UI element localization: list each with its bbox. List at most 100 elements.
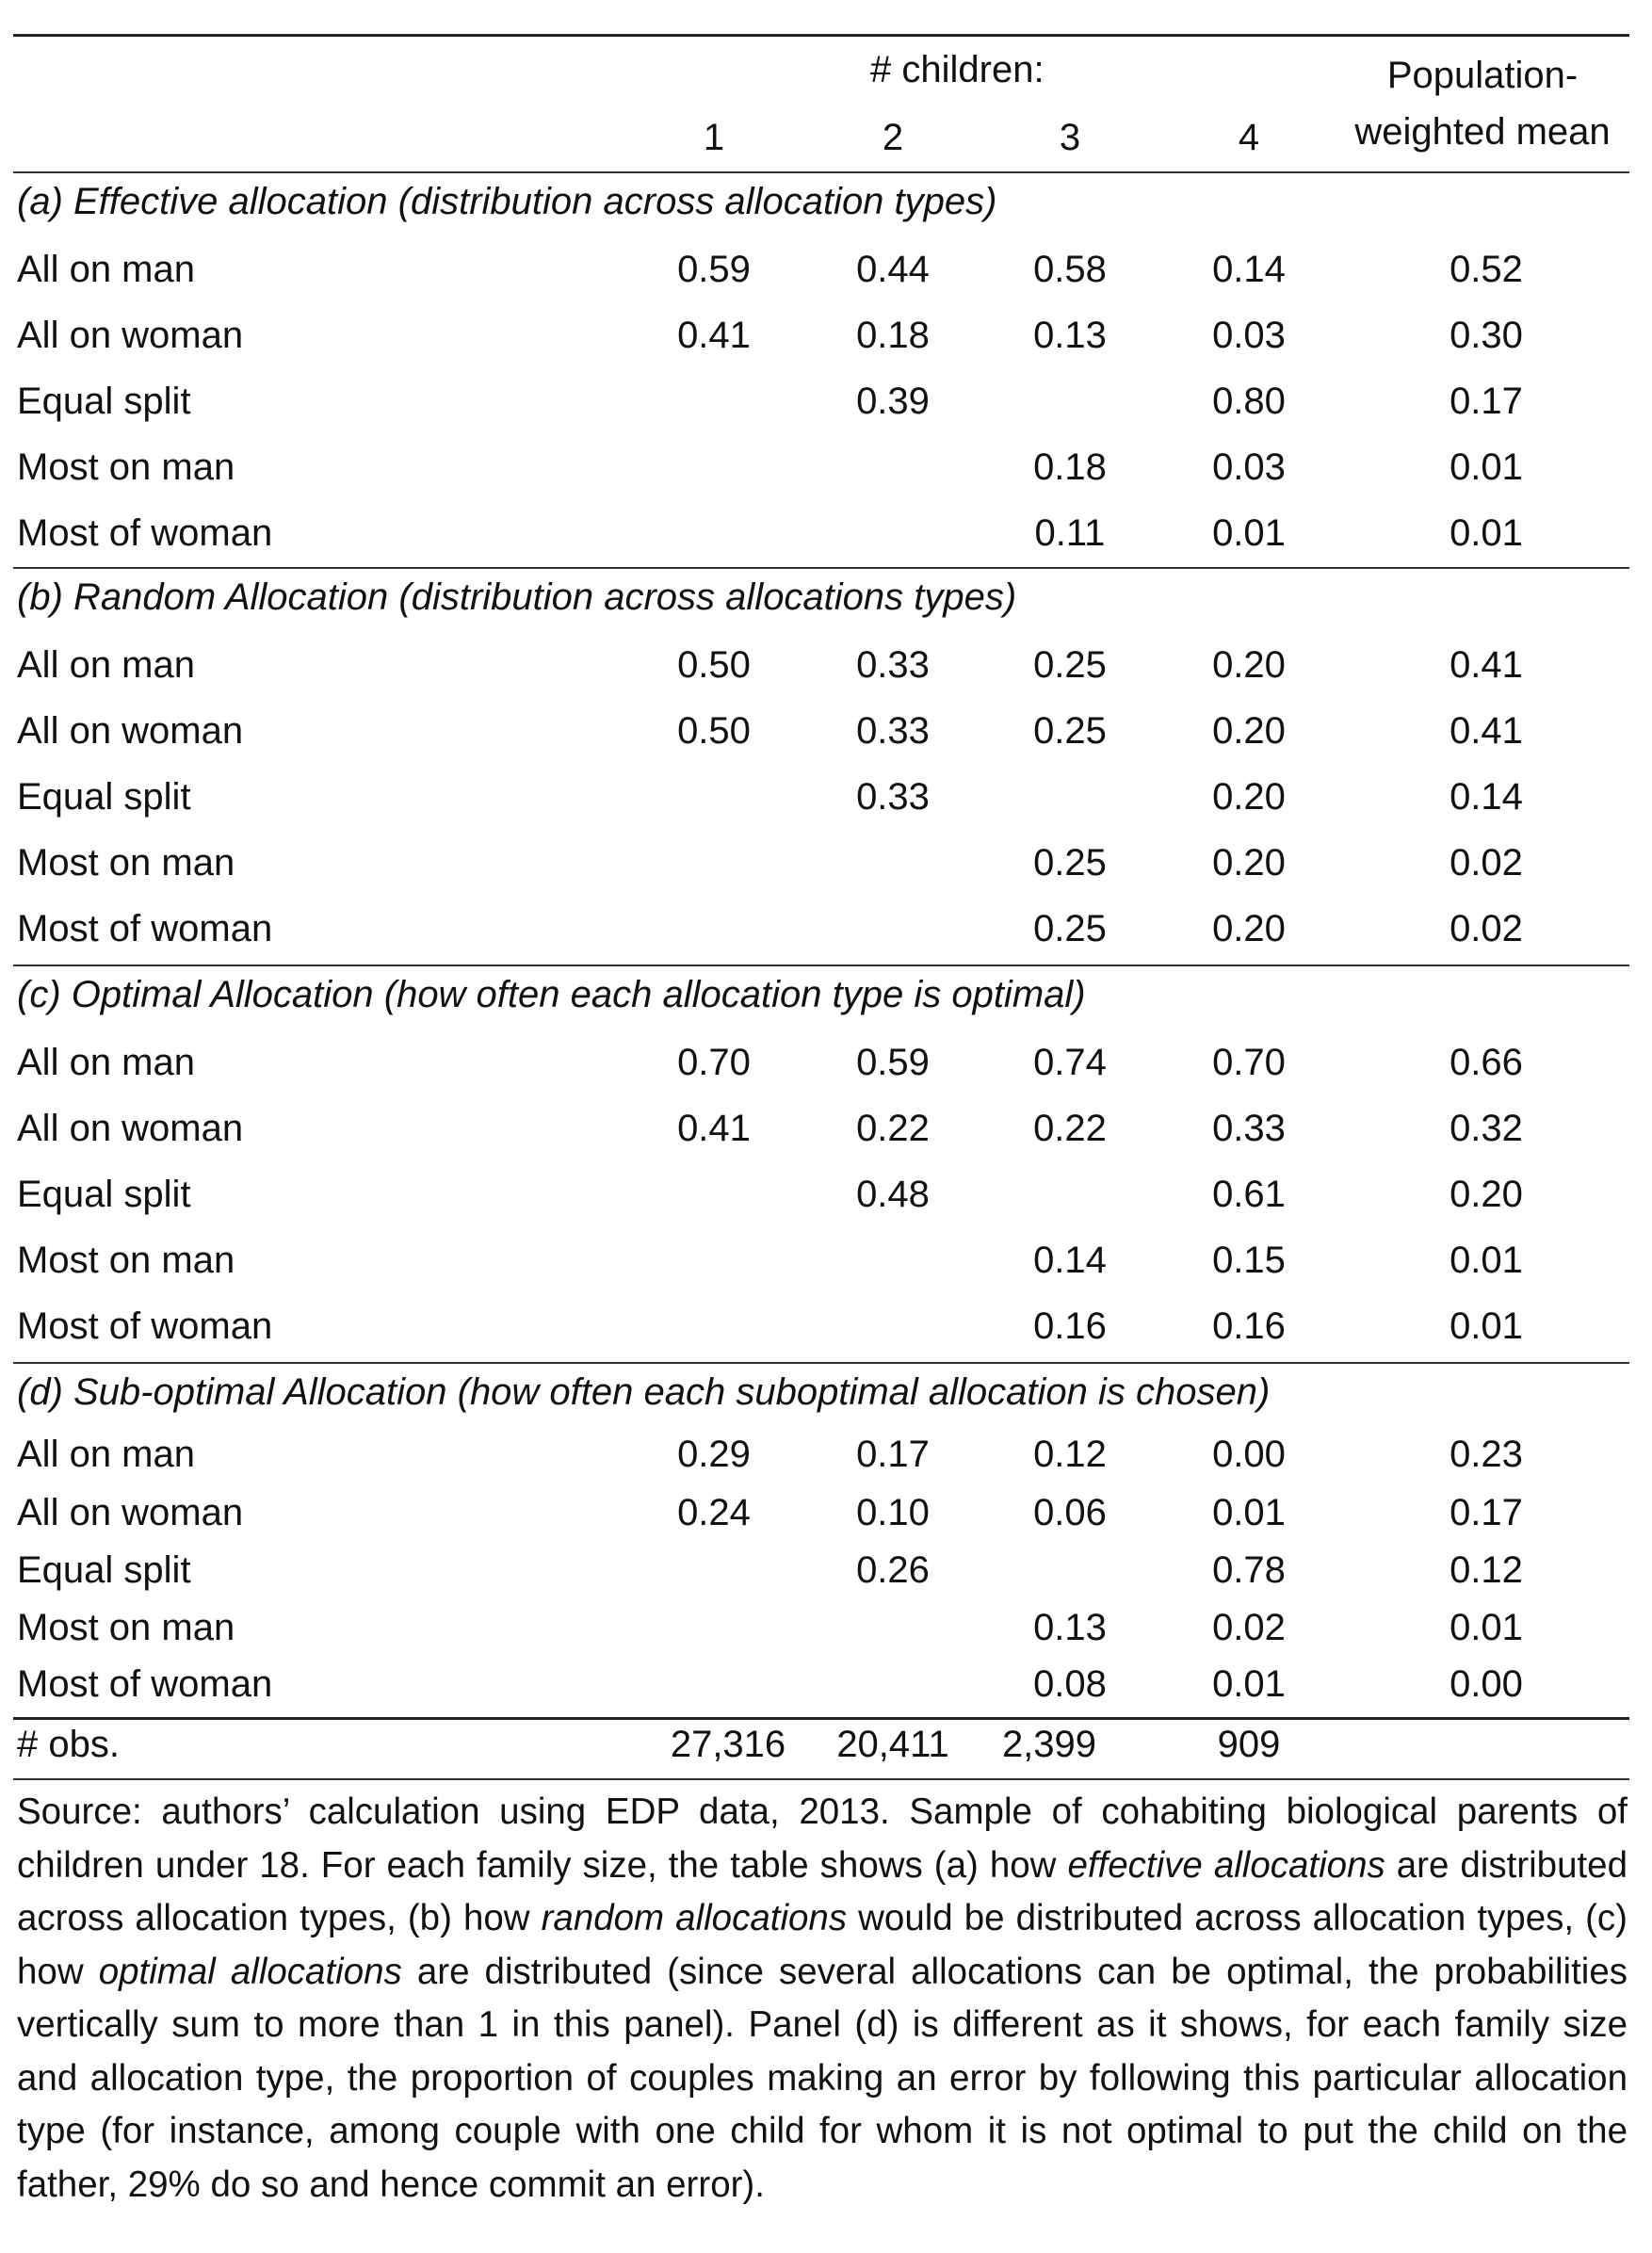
table-cell: 0.50 <box>677 644 751 686</box>
table-cell: 0.03 <box>1212 446 1286 488</box>
table-cell-mean: 0.02 <box>1450 842 1523 883</box>
obs-cell: 27,316 <box>670 1724 786 1765</box>
row-label: Most of woman <box>17 908 273 949</box>
table-cell: 0.44 <box>856 249 930 290</box>
panel-c-title: (c) Optimal Allocation (how often each a… <box>17 974 1086 1015</box>
table-cell: 0.25 <box>1033 644 1107 686</box>
table-cell: 0.59 <box>677 249 751 290</box>
table-cell: 0.01 <box>1212 512 1286 554</box>
table-cell-mean: 0.00 <box>1450 1663 1523 1705</box>
table-cell: 0.16 <box>1033 1305 1107 1347</box>
panel-d-title: (d) Sub-optimal Allocation (how often ea… <box>17 1371 1271 1413</box>
table-cell-mean: 0.01 <box>1450 1607 1523 1648</box>
note-text: are distributed (since several allocatio… <box>17 1951 1628 2205</box>
row-label: Most on man <box>17 842 235 883</box>
table-cell: 0.16 <box>1212 1305 1286 1347</box>
table-cell: 0.08 <box>1033 1663 1107 1705</box>
table-cell: 0.33 <box>856 776 930 818</box>
table-cell-mean: 0.20 <box>1450 1174 1523 1215</box>
col-header-4: 4 <box>1238 117 1260 158</box>
row-label: All on man <box>17 1042 195 1083</box>
table-cell: 0.22 <box>856 1108 930 1149</box>
table-cell-mean: 0.01 <box>1450 512 1523 554</box>
population-header-line1: Population- <box>1386 55 1579 96</box>
table-cell: 0.33 <box>1212 1108 1286 1149</box>
table-cell: 0.50 <box>677 710 751 752</box>
table-cell-mean: 0.01 <box>1450 1305 1523 1347</box>
table-cell: 0.33 <box>856 644 930 686</box>
note-emphasis: random allocations <box>541 1898 848 1938</box>
table-cell: 0.39 <box>856 381 930 422</box>
row-label: Equal split <box>17 1549 191 1591</box>
note-text: are distributed across allocation types,… <box>17 1844 1628 1939</box>
table-cell: 0.14 <box>1212 249 1286 290</box>
table-cell-mean: 0.23 <box>1450 1434 1523 1475</box>
row-label: All on man <box>17 644 195 686</box>
table-cell: 0.26 <box>856 1549 930 1591</box>
table-cell: 0.33 <box>856 710 930 752</box>
table-cell: 0.22 <box>1033 1108 1107 1149</box>
table-cell: 0.58 <box>1033 249 1107 290</box>
table-cell-mean: 0.52 <box>1450 249 1523 290</box>
row-label: Most on man <box>17 1240 235 1281</box>
table-cell: 0.29 <box>677 1434 751 1475</box>
row-label: Most of woman <box>17 1305 273 1347</box>
row-label: Equal split <box>17 776 191 818</box>
table-cell-mean: 0.02 <box>1450 908 1523 949</box>
table-cell: 0.13 <box>1033 1607 1107 1648</box>
row-label: Most of woman <box>17 512 273 554</box>
obs-cell: 20,411 <box>836 1724 949 1765</box>
row-label: Equal split <box>17 1174 191 1215</box>
table-cell: 0.78 <box>1212 1549 1286 1591</box>
children-header: # children: <box>870 49 1045 90</box>
table-cell: 0.15 <box>1212 1240 1286 1281</box>
table-cell: 0.06 <box>1033 1492 1107 1533</box>
table-cell: 0.13 <box>1033 315 1107 356</box>
panel-b-title: (b) Random Allocation (distribution acro… <box>17 576 1017 618</box>
table-cell: 0.70 <box>677 1042 751 1083</box>
table-cell: 0.20 <box>1212 710 1286 752</box>
table-cell: 0.01 <box>1212 1492 1286 1533</box>
population-header-line2: weighted mean <box>1354 111 1611 153</box>
table-cell: 0.01 <box>1212 1663 1286 1705</box>
table-cell-mean: 0.41 <box>1450 710 1523 752</box>
row-label: Equal split <box>17 381 191 422</box>
row-label: Most on man <box>17 446 235 488</box>
table-cell: 0.41 <box>677 1108 751 1149</box>
table-cell-mean: 0.17 <box>1450 1492 1523 1533</box>
col-header-3: 3 <box>1059 117 1081 158</box>
table-cell: 0.20 <box>1212 644 1286 686</box>
panel-rule <box>13 1362 1629 1364</box>
panel-rule <box>13 567 1629 569</box>
bottom-rule <box>13 1778 1629 1780</box>
table-cell: 0.24 <box>677 1492 751 1533</box>
table-cell: 0.00 <box>1212 1434 1286 1475</box>
table-cell-mean: 0.01 <box>1450 446 1523 488</box>
source-note: Source: authors’ calculation using EDP d… <box>17 1786 1628 2212</box>
table-cell-mean: 0.41 <box>1450 644 1523 686</box>
table-cell-mean: 0.66 <box>1450 1042 1523 1083</box>
table-cell: 0.18 <box>1033 446 1107 488</box>
row-label: All on woman <box>17 1108 244 1149</box>
obs-rule <box>13 1717 1629 1720</box>
note-emphasis: effective allocations <box>1067 1844 1385 1886</box>
obs-label: # obs. <box>17 1724 120 1765</box>
table-cell: 0.74 <box>1033 1042 1107 1083</box>
table-cell: 0.10 <box>856 1492 930 1533</box>
table-cell-mean: 0.12 <box>1450 1549 1523 1591</box>
obs-cell: 2,399 <box>1001 1724 1097 1765</box>
row-label: Most on man <box>17 1607 235 1648</box>
table-cell-mean: 0.32 <box>1450 1108 1523 1149</box>
col-header-2: 2 <box>882 117 904 158</box>
panel-rule <box>13 964 1629 966</box>
table-cell: 0.25 <box>1033 842 1107 883</box>
table-cell: 0.41 <box>677 315 751 356</box>
table-cell: 0.61 <box>1212 1174 1286 1215</box>
table-cell: 0.59 <box>856 1042 930 1083</box>
table-cell-mean: 0.14 <box>1450 776 1523 818</box>
table-cell: 0.25 <box>1033 908 1107 949</box>
table-cell: 0.03 <box>1212 315 1286 356</box>
row-label: All on man <box>17 249 195 290</box>
table-cell: 0.14 <box>1033 1240 1107 1281</box>
table-cell: 0.20 <box>1212 776 1286 818</box>
